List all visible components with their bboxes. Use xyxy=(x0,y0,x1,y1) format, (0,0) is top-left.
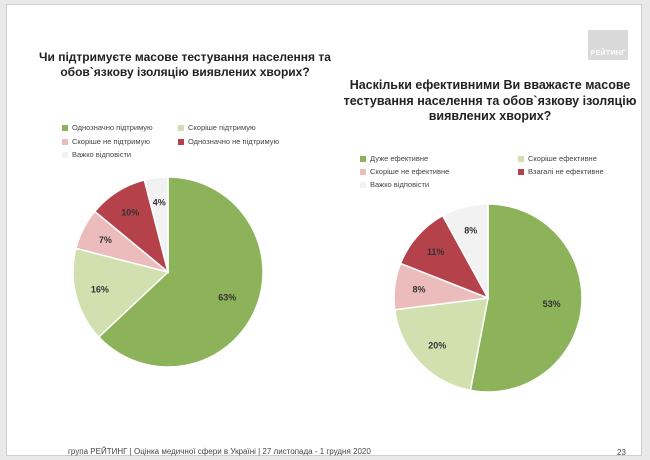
legend-label: Взагалі не ефективне xyxy=(528,167,604,176)
legend-item: Однозначно не підтримую xyxy=(178,137,279,146)
rating-logo: РЕЙТИНГ xyxy=(588,30,628,60)
pie-slice xyxy=(393,297,489,392)
legend-item: Однозначно підтримую xyxy=(62,123,153,132)
legend-label: Важко відповісти xyxy=(72,150,132,159)
footer-text: група РЕЙТИНГ | Оцінка медичної сфери в … xyxy=(68,447,371,456)
legend-item: Взагалі не ефективне xyxy=(518,167,604,176)
pie-data-label: 8% xyxy=(464,226,477,236)
pie-data-label: 11% xyxy=(427,247,445,257)
pie-data-label: 4% xyxy=(153,197,166,207)
legend-item: Важко відповісти xyxy=(62,150,131,159)
legend-swatch xyxy=(178,124,184,131)
legend-item: Важко відповісти xyxy=(360,180,429,189)
legend-label: Скоріше ефективне xyxy=(528,154,597,163)
legend-swatch xyxy=(518,168,524,175)
pie-data-label: 53% xyxy=(543,299,561,309)
legend-item: Скоріше не ефективне xyxy=(360,167,449,176)
pie-data-label: 10% xyxy=(121,208,139,218)
legend-swatch xyxy=(360,168,366,175)
pie-slice xyxy=(72,247,170,339)
legend-label: Скоріше не ефективне xyxy=(370,167,450,176)
legend-label: Скоріше підтримую xyxy=(188,123,256,132)
pie-slice xyxy=(97,176,264,368)
pie-slice xyxy=(469,203,583,393)
legend-label: Дуже ефективне xyxy=(370,154,429,163)
pie-slice xyxy=(441,203,489,299)
pie-data-label: 7% xyxy=(99,235,112,245)
pie-chart-support: 63% 16% 7% 10% 4% xyxy=(72,176,264,368)
legend-label: Важко відповісти xyxy=(370,180,430,189)
pie-data-label: 8% xyxy=(412,284,425,294)
legend-item: Дуже ефективне xyxy=(360,154,428,163)
pie-slice xyxy=(399,214,490,300)
chart1-title: Чи підтримуєте масове тестування населен… xyxy=(39,50,331,79)
legend-swatch xyxy=(360,181,366,188)
legend-label: Скоріше не підтримую xyxy=(72,137,150,146)
legend-item: Скоріше підтримую xyxy=(178,123,256,132)
legend-swatch xyxy=(62,151,68,158)
pie-data-label: 63% xyxy=(218,293,236,303)
legend-label: Однозначно підтримую xyxy=(72,123,153,132)
legend-swatch xyxy=(178,138,184,145)
legend-label: Однозначно не підтримую xyxy=(188,137,280,146)
pie-data-label: 20% xyxy=(428,341,446,351)
legend-item: Скоріше ефективне xyxy=(518,154,597,163)
chart2-title: Наскільки ефективними Ви вважаєте масове… xyxy=(343,78,637,124)
pie-data-label: 16% xyxy=(91,285,109,295)
legend-swatch xyxy=(360,155,366,162)
page-number: 23 xyxy=(617,448,626,457)
legend-swatch xyxy=(518,155,524,162)
legend-item: Скоріше не підтримую xyxy=(62,137,150,146)
legend-swatch xyxy=(62,124,68,131)
pie-slice xyxy=(143,176,169,273)
pie-chart-effectiveness: 53% 20% 8% 11% 8% xyxy=(393,203,583,393)
legend-swatch xyxy=(62,138,68,145)
